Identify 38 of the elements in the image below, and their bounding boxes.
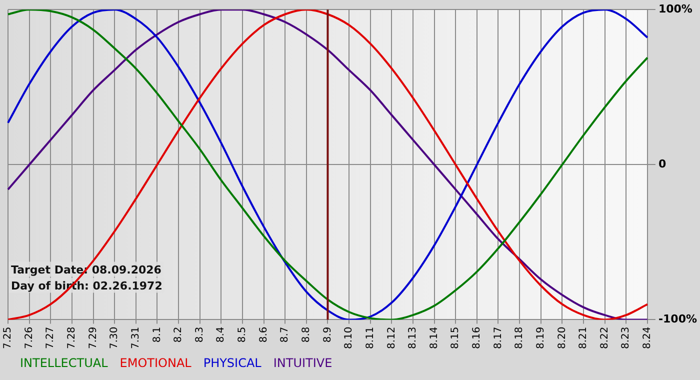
y-tick-label: -100%: [658, 312, 698, 326]
text: INTELLECTUAL: [20, 356, 108, 370]
x-tick-label: 7.26: [24, 326, 35, 349]
x-tick-label: 8.15: [450, 326, 462, 349]
x-tick-label: 8.4: [216, 326, 227, 343]
x-tick-label: 8.9: [322, 326, 334, 343]
x-tick-label: 8.22: [599, 326, 610, 349]
x-tick-label: 7.28: [66, 326, 78, 349]
x-tick-label: 8.2: [173, 326, 184, 343]
x-tick-label: 8.14: [428, 326, 440, 349]
x-tick-label: 8.13: [408, 326, 419, 349]
x-tick-label: 7.25: [2, 326, 14, 349]
x-tick-label: 8.16: [472, 326, 483, 349]
y-tick-label: 100%: [658, 2, 692, 16]
x-tick-label: 8.23: [620, 326, 632, 349]
x-tick-label: 8.5: [237, 326, 248, 343]
x-tick-label: 8.3: [194, 326, 206, 343]
x-tick-label: 8.21: [578, 326, 590, 349]
text: INTUITIVE: [273, 356, 332, 370]
x-tick-label: 8.1: [152, 326, 163, 343]
x-tick-label: 7.31: [130, 326, 142, 349]
x-tick-label: 7.30: [109, 326, 120, 349]
x-tick-label: 8.24: [642, 326, 654, 349]
x-tick-label: 7.29: [88, 326, 99, 349]
x-tick-label: 8.8: [301, 326, 312, 343]
x-tick-label: 7.27: [45, 326, 56, 349]
x-tick-label: 8.19: [535, 326, 546, 349]
text: PHYSICAL: [203, 356, 262, 370]
x-tick-label: 8.20: [556, 326, 568, 349]
x-tick-label: 8.12: [386, 326, 398, 349]
x-tick-label: 8.6: [258, 326, 270, 343]
x-tick-label: 8.11: [364, 326, 376, 349]
x-tick-label: 8.18: [514, 326, 526, 349]
x-tick-label: 8.10: [344, 326, 355, 349]
x-tick-label: 8.17: [492, 326, 504, 349]
y-tick-label: 0: [658, 158, 666, 171]
x-tick-label: 8.7: [280, 326, 291, 343]
text: EMOTIONAL: [120, 356, 192, 370]
